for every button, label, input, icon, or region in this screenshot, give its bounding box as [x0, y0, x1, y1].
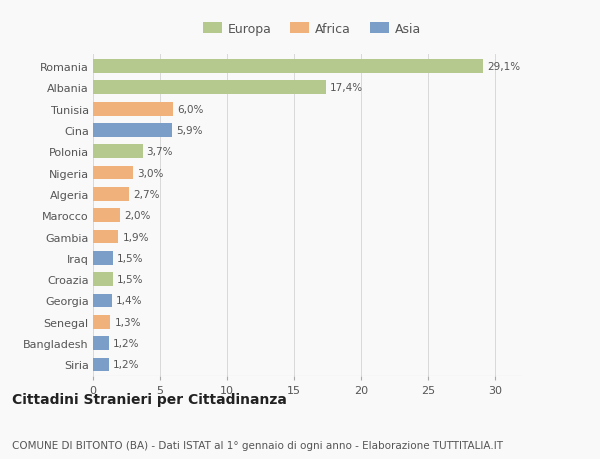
Text: 1,2%: 1,2%: [113, 338, 140, 348]
Bar: [93, 358, 109, 372]
Text: 1,5%: 1,5%: [117, 274, 143, 285]
Bar: [93, 188, 129, 202]
Text: 3,7%: 3,7%: [146, 147, 173, 157]
Bar: [93, 102, 173, 116]
Bar: [93, 252, 113, 265]
Bar: [93, 336, 109, 350]
Text: 2,7%: 2,7%: [133, 190, 160, 200]
Bar: [93, 315, 110, 329]
Text: 17,4%: 17,4%: [330, 83, 364, 93]
Text: 1,2%: 1,2%: [113, 360, 140, 369]
Bar: [93, 166, 133, 180]
Text: 1,5%: 1,5%: [117, 253, 143, 263]
Text: 5,9%: 5,9%: [176, 126, 203, 135]
Text: 1,9%: 1,9%: [122, 232, 149, 242]
Text: 3,0%: 3,0%: [137, 168, 164, 178]
Bar: [93, 81, 326, 95]
Bar: [93, 124, 172, 138]
Bar: [93, 294, 112, 308]
Legend: Europa, Africa, Asia: Europa, Africa, Asia: [198, 18, 426, 41]
Bar: [93, 60, 483, 74]
Text: Cittadini Stranieri per Cittadinanza: Cittadini Stranieri per Cittadinanza: [12, 392, 287, 406]
Text: COMUNE DI BITONTO (BA) - Dati ISTAT al 1° gennaio di ogni anno - Elaborazione TU: COMUNE DI BITONTO (BA) - Dati ISTAT al 1…: [12, 440, 503, 450]
Text: 1,3%: 1,3%: [115, 317, 141, 327]
Text: 2,0%: 2,0%: [124, 211, 150, 221]
Text: 6,0%: 6,0%: [178, 104, 204, 114]
Bar: [93, 209, 120, 223]
Bar: [93, 145, 143, 159]
Bar: [93, 273, 113, 286]
Bar: [93, 230, 118, 244]
Text: 29,1%: 29,1%: [487, 62, 520, 72]
Text: 1,4%: 1,4%: [116, 296, 142, 306]
